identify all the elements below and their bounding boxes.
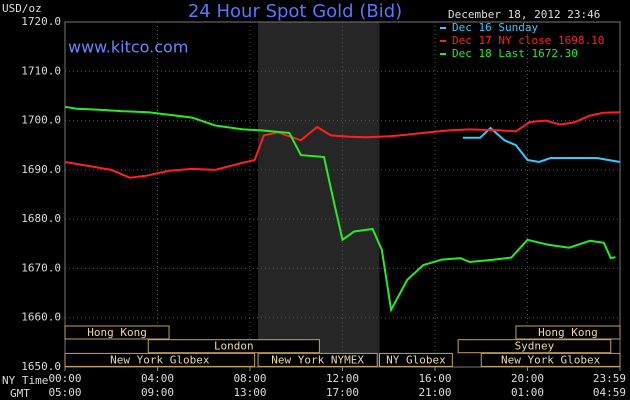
x-tick-label: 08:00 <box>233 372 266 385</box>
y-tick-label: 1720.0 <box>21 15 61 28</box>
session-box <box>147 339 320 354</box>
session-box <box>379 352 453 367</box>
legend-label: Dec 18 Last 1672.30 <box>452 47 578 60</box>
y-tick-label: 1690.0 <box>21 163 61 176</box>
y-tick-label: 1670.0 <box>21 261 61 274</box>
x2-axis-label: GMT <box>10 387 30 400</box>
x-tick-label: 00:00 <box>48 372 81 385</box>
session-box <box>64 325 170 340</box>
session-label: NY Globex <box>386 353 446 366</box>
legend-label: Dec 16 Sunday <box>452 21 538 34</box>
session-label: Sydney <box>515 340 555 353</box>
x2-tick-label: 05:00 <box>48 386 81 399</box>
x-axis-label: NY Time <box>2 374 48 387</box>
series-line <box>64 105 616 313</box>
session-label: Hong Kong <box>538 326 598 339</box>
y-tick-label: 1710.0 <box>21 64 61 77</box>
series-line <box>64 111 621 179</box>
series-line <box>462 126 621 164</box>
session-box <box>257 352 378 367</box>
x2-tick-label: 17:00 <box>326 386 359 399</box>
x2-tick-label: 09:00 <box>141 386 174 399</box>
session-label: New York Globex <box>110 353 210 366</box>
session-label: New York NYMEX <box>271 353 364 366</box>
session-box <box>515 325 621 340</box>
timestamp: December 18, 2012 23:46 <box>448 8 600 21</box>
x2-tick-label: 01:00 <box>511 386 544 399</box>
chart-title: 24 Hour Spot Gold (Bid) <box>188 1 402 22</box>
session-label: London <box>214 340 254 353</box>
highlight-band <box>258 22 380 367</box>
session-label: Hong Kong <box>87 326 147 339</box>
x2-tick-label: 13:00 <box>233 386 266 399</box>
x-tick-label: 16:00 <box>418 372 451 385</box>
x-tick-label: 20:00 <box>511 372 544 385</box>
x2-tick-label: 04:59 <box>593 386 626 399</box>
session-box <box>480 352 621 367</box>
x-tick-label: 04:00 <box>141 372 174 385</box>
session-box <box>457 339 612 354</box>
y-tick-label: 1660.0 <box>21 311 61 324</box>
legend-label: Dec 17 NY close 1698.10 <box>452 34 604 47</box>
session-box <box>64 352 256 367</box>
y-tick-label: 1700.0 <box>21 114 61 127</box>
session-label: New York Globex <box>501 353 601 366</box>
y-tick-label: 1650.0 <box>21 360 61 373</box>
watermark: www.kitco.com <box>68 38 188 57</box>
plot-frame <box>64 21 621 368</box>
x-tick-label: 12:00 <box>326 372 359 385</box>
x2-tick-label: 21:00 <box>418 386 451 399</box>
x-tick-label: 23:59 <box>593 372 626 385</box>
y-axis-label: USD/oz <box>2 2 42 15</box>
y-tick-label: 1680.0 <box>21 212 61 225</box>
